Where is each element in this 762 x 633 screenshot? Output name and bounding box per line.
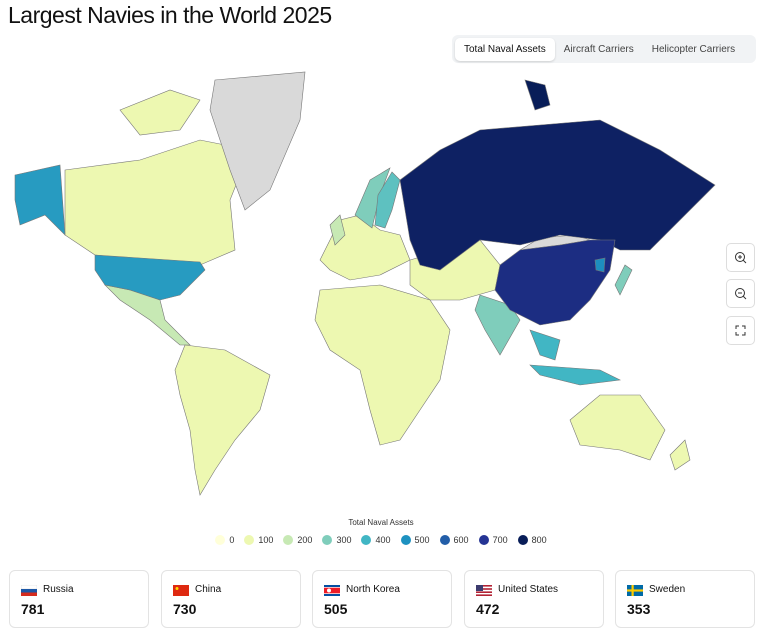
country-card: Russia 781 <box>9 570 149 628</box>
legend-label: 300 <box>336 535 352 545</box>
legend-label: 800 <box>531 535 547 545</box>
legend-item: 500 <box>400 535 430 545</box>
land <box>119 89 201 136</box>
legend-label: 400 <box>375 535 391 545</box>
country-name: China <box>195 584 222 595</box>
zoom-in-button[interactable] <box>726 243 755 272</box>
country[interactable] <box>494 239 616 326</box>
world-map <box>14 71 716 496</box>
page-title: Largest Navies in the World 2025 <box>8 2 332 28</box>
country-value: 472 <box>476 601 500 617</box>
tab[interactable]: Total Naval Assets <box>455 37 555 61</box>
country-name: North Korea <box>346 584 400 595</box>
legend-item: 200 <box>283 535 312 545</box>
country[interactable] <box>94 254 206 301</box>
flag <box>21 585 37 596</box>
country-value: 353 <box>627 601 651 617</box>
zoom-out-button[interactable] <box>726 279 755 308</box>
fullscreen-button[interactable] <box>726 316 755 345</box>
country-value: 781 <box>21 601 45 617</box>
legend-swatch <box>439 535 450 545</box>
country[interactable] <box>374 171 401 229</box>
country[interactable] <box>399 119 716 271</box>
legend-title: Total Naval Assets <box>348 518 414 527</box>
country-card: United States 472 <box>464 570 604 628</box>
legend-item: 700 <box>478 535 508 545</box>
flag <box>173 585 189 596</box>
tab[interactable]: Helicopter Carriers <box>651 43 736 55</box>
flag <box>324 585 340 596</box>
flag <box>627 585 643 596</box>
land <box>174 344 271 496</box>
land <box>314 284 451 446</box>
land <box>354 167 391 229</box>
tab[interactable]: Aircraft Carriers <box>563 43 634 55</box>
country-name: United States <box>498 584 559 595</box>
legend-swatch <box>215 535 226 545</box>
legend: 0 100 200 300 400 500 600 700 800 <box>0 535 762 545</box>
legend-swatch <box>361 535 372 545</box>
legend-swatch <box>322 535 333 545</box>
legend-label: 0 <box>229 535 235 545</box>
legend-label: 600 <box>453 535 469 545</box>
land <box>529 329 561 361</box>
land <box>569 394 666 461</box>
legend-item: 100 <box>244 535 273 545</box>
land <box>669 439 691 471</box>
legend-item: 300 <box>322 535 351 545</box>
legend-label: 700 <box>492 535 508 545</box>
legend-label: 500 <box>414 535 430 545</box>
land <box>329 214 346 246</box>
tab-bar: Total Naval Assets Aircraft Carriers Hel… <box>452 35 756 63</box>
legend-label: 100 <box>258 535 274 545</box>
country[interactable] <box>594 257 606 273</box>
land <box>614 264 633 296</box>
country-name: Sweden <box>649 584 686 595</box>
legend-label: 200 <box>297 535 313 545</box>
country-value: 730 <box>173 601 197 617</box>
legend-swatch <box>400 535 411 545</box>
country[interactable] <box>14 164 66 236</box>
legend-item: 600 <box>439 535 469 545</box>
legend-swatch <box>283 535 294 545</box>
country-card: Sweden 353 <box>615 570 755 628</box>
legend-swatch <box>244 535 255 545</box>
legend-item: 800 <box>517 535 547 545</box>
legend-item: 400 <box>361 535 391 545</box>
country-card: North Korea 505 <box>312 570 452 628</box>
country-card: China 730 <box>161 570 301 628</box>
land <box>209 71 306 211</box>
country-name: Russia <box>43 584 74 595</box>
land <box>529 364 622 386</box>
legend-swatch <box>517 535 528 545</box>
flag <box>476 585 492 596</box>
legend-item: 0 <box>215 535 234 545</box>
legend-swatch <box>478 535 489 545</box>
land <box>64 139 251 266</box>
country-value: 505 <box>324 601 348 617</box>
land <box>524 79 551 111</box>
